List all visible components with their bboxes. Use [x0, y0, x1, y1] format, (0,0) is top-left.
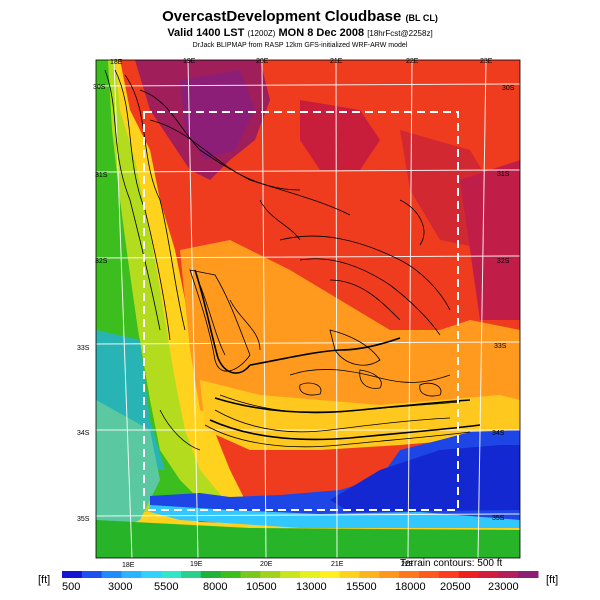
color-scale-swatch — [359, 571, 380, 578]
scale-label: 15500 — [346, 581, 377, 593]
unit-label-left: [ft] — [38, 574, 51, 586]
color-scale-swatch — [419, 571, 440, 578]
color-scale-swatch — [260, 571, 281, 578]
model-credit: DrJack BLIPMAP from RASP 12km GFS-initia… — [192, 42, 408, 49]
color-scale-swatch — [498, 571, 519, 578]
valid-time: Valid 1400 LST (1200Z) MON 8 Dec 2008 [1… — [167, 27, 433, 39]
color-scale — [62, 571, 539, 578]
lon-label-top: 19E — [183, 58, 196, 65]
color-scale-swatch — [141, 571, 162, 578]
field-yellow-region — [96, 60, 520, 558]
scale-label: 20500 — [440, 581, 471, 593]
color-scale-swatch — [200, 571, 222, 578]
field-crimson-far-east — [460, 160, 520, 320]
field-crimson-patch — [300, 100, 380, 170]
lon-labels-bottom: 18E 19E 20E 21E 22E — [122, 561, 414, 569]
lon-label-bottom: 22E — [401, 561, 414, 568]
lon-labels-top: 18E 19E 20E 21E 22E 23E — [110, 58, 493, 66]
lat-label-left: 33S — [77, 345, 90, 352]
map-title: OvercastDevelopment Cloudbase (BL CL) — [162, 8, 438, 25]
color-scale-swatch — [399, 571, 420, 578]
lat-label-right: 34S — [492, 430, 505, 437]
unit-label-right: [ft] — [546, 574, 559, 586]
map-frame — [95, 59, 521, 559]
color-scale-swatch — [300, 571, 321, 578]
scale-label: 5500 — [154, 581, 178, 593]
lat-labels-right: 30S 31S 32S 33S 34S 35S — [492, 85, 515, 522]
lon-label-top: 23E — [480, 58, 493, 65]
lon-label-top: 20E — [256, 58, 269, 65]
color-scale-swatch — [121, 571, 142, 578]
terrain-contours-bold — [194, 269, 481, 441]
graticule — [96, 60, 520, 558]
lon-label-bottom: 20E — [260, 561, 273, 568]
lat-label-right: 35S — [492, 515, 505, 522]
color-scale-swatch — [161, 571, 182, 578]
color-scale-swatch — [81, 571, 103, 578]
map-field — [96, 60, 520, 558]
lat-label-left: 34S — [77, 430, 90, 437]
color-scale-swatch — [62, 571, 83, 578]
lat-label-right: 30S — [502, 85, 515, 92]
scale-label: 13000 — [296, 581, 327, 593]
color-scale-swatch — [518, 571, 539, 578]
color-scale-swatch — [101, 571, 122, 578]
scale-label: 3000 — [108, 581, 132, 593]
lat-label-left: 32S — [95, 258, 108, 265]
field-gold-band — [200, 380, 520, 450]
lat-labels-left: 30S 31S 32S 33S 34S 35S — [77, 84, 108, 523]
color-scale-swatch — [240, 571, 261, 578]
scale-label: 8000 — [203, 581, 227, 593]
color-scale-swatch — [379, 571, 400, 578]
color-scale-swatch — [339, 571, 360, 578]
scale-label: 18000 — [395, 581, 426, 593]
color-scale-swatch — [478, 571, 499, 578]
color-scale-swatch — [458, 571, 479, 578]
scale-label: 500 — [62, 581, 80, 593]
scale-labels: 500 3000 5500 8000 10500 13000 15500 180… — [62, 581, 519, 593]
lon-label-bottom: 19E — [190, 561, 203, 568]
lon-label-top: 21E — [330, 58, 343, 65]
terrain-contours — [104, 69, 471, 451]
lat-label-right: 31S — [497, 171, 510, 178]
lat-label-right: 33S — [494, 343, 507, 350]
field-green-south — [96, 520, 520, 558]
lat-label-left: 35S — [77, 516, 90, 523]
field-deep-blue — [330, 445, 520, 512]
lat-label-right: 32S — [497, 258, 510, 265]
color-scale-swatch — [280, 571, 301, 578]
lon-label-top: 22E — [406, 58, 419, 65]
scale-label: 23000 — [488, 581, 519, 593]
lon-label-top: 18E — [110, 59, 123, 66]
lat-label-left: 31S — [95, 172, 108, 179]
field-deep-purple — [180, 70, 255, 160]
color-scale-swatch — [319, 571, 341, 578]
color-scale-swatch — [181, 571, 202, 578]
scale-label: 10500 — [246, 581, 277, 593]
color-scale-swatch — [220, 571, 241, 578]
inner-domain-box — [143, 111, 459, 511]
lon-label-bottom: 18E — [122, 562, 135, 569]
lon-label-bottom: 21E — [331, 561, 344, 568]
color-scale-swatch — [438, 571, 460, 578]
lat-label-left: 30S — [93, 84, 106, 91]
terrain-contour-note: Terrain contours: 500 ft — [400, 558, 503, 569]
